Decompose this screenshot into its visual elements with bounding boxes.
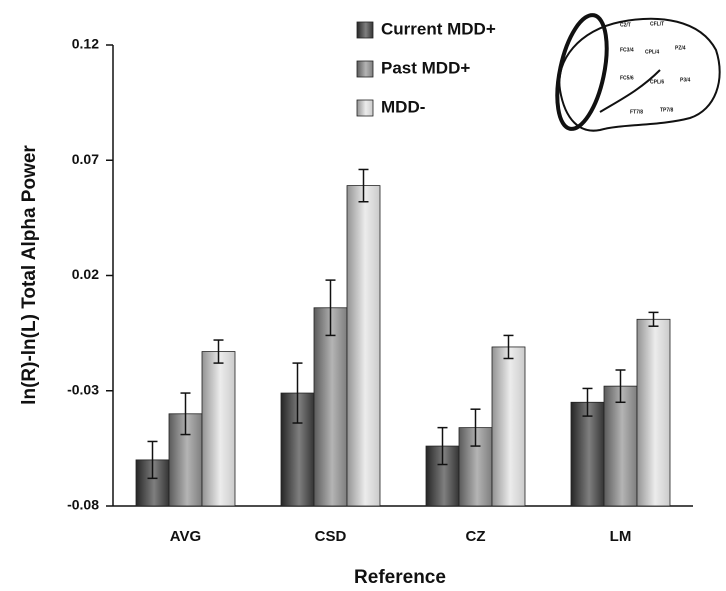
x-tick-label: CSD	[315, 528, 347, 545]
y-tick-label: 0.02	[72, 266, 99, 282]
bar	[492, 347, 525, 506]
y-axis-title: ln(R)-ln(L) Total Alpha Power	[19, 145, 40, 405]
y-tick-label: 0.12	[72, 36, 99, 52]
x-tick-label: LM	[610, 528, 632, 545]
legend-label: Current MDD+	[381, 19, 496, 38]
chart: Reference ln(R)-ln(L) Total Alpha Power …	[0, 0, 726, 591]
brain-inset: C2/T CFL/T FC3/4 CPL/4 PZ/4 FC5/6 CPL/6 P3/4 F…	[548, 11, 719, 134]
legend-swatch	[357, 61, 373, 77]
bar	[604, 386, 637, 506]
y-tick-label: 0.07	[72, 151, 99, 167]
svg-text:CFL/T: CFL/T	[650, 21, 664, 27]
bar	[347, 186, 380, 506]
bar	[571, 402, 604, 506]
legend-label: MDD-	[381, 97, 425, 116]
svg-text:FC3/4: FC3/4	[620, 47, 634, 53]
legend-swatch	[357, 22, 373, 38]
svg-text:PZ/4: PZ/4	[675, 45, 686, 51]
bar	[637, 319, 670, 506]
svg-text:C2/T: C2/T	[620, 22, 631, 28]
svg-text:P3/4: P3/4	[680, 77, 691, 83]
x-tick-label: AVG	[170, 528, 201, 545]
x-tick-label: CZ	[466, 528, 486, 545]
bar	[314, 308, 347, 506]
x-axis-title: Reference	[354, 567, 446, 588]
svg-text:TP7/8: TP7/8	[660, 107, 674, 113]
svg-text:FC5/6: FC5/6	[620, 75, 634, 81]
legend-label: Past MDD+	[381, 58, 470, 77]
y-tick-label: -0.08	[67, 497, 99, 513]
y-tick-label: -0.03	[67, 381, 99, 397]
legend-swatch	[357, 100, 373, 116]
svg-text:CPL/4: CPL/4	[645, 49, 659, 55]
svg-text:CPL/6: CPL/6	[650, 79, 664, 85]
svg-text:FT7/8: FT7/8	[630, 109, 643, 115]
bar	[202, 352, 235, 506]
